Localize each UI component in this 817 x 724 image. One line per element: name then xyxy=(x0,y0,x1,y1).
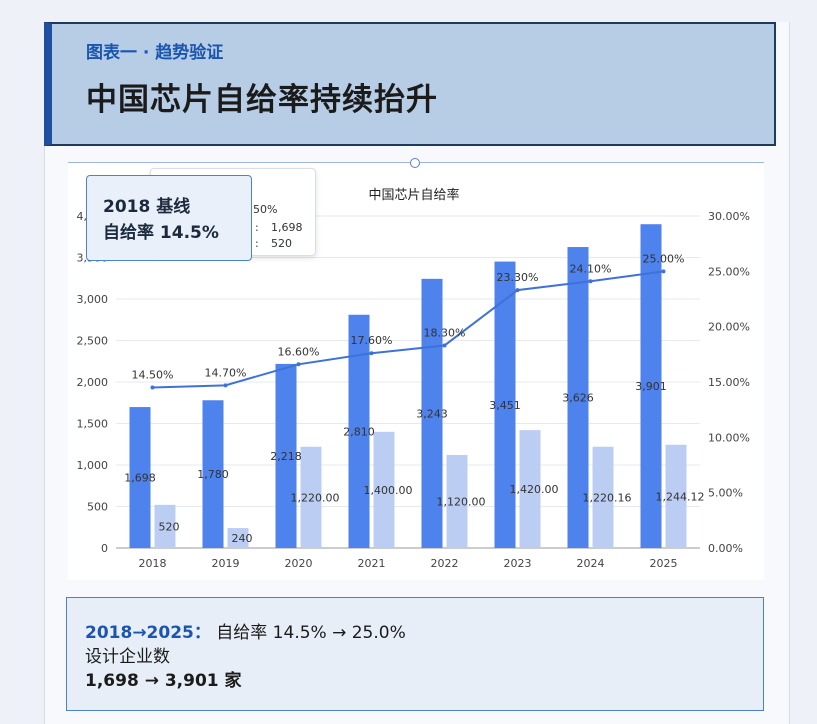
right-tick-label: 10.00% xyxy=(708,431,750,444)
bar-design-firms xyxy=(494,261,516,548)
left-tick-label: 2,000 xyxy=(77,376,109,389)
tooltip-value-2: 1,698 xyxy=(271,221,303,234)
data-label-rate: 24.10% xyxy=(570,262,612,275)
bar-secondary xyxy=(227,528,249,548)
left-tick-label: 2,500 xyxy=(77,335,109,348)
data-label-rate: 14.70% xyxy=(205,366,247,379)
bar-design-firms xyxy=(202,400,224,548)
bar-design-firms xyxy=(129,407,151,548)
right-tick-label: 5.00% xyxy=(708,487,743,500)
x-tick-label: 2021 xyxy=(358,557,386,570)
tooltip-value-1: 50% xyxy=(253,203,278,216)
figure-title: 中国芯片自给率持续抬升 xyxy=(86,82,438,118)
right-tick-label: 25.00% xyxy=(708,265,750,278)
data-label-secondary: 1,420.00 xyxy=(510,483,559,496)
right-tick-label: 30.00% xyxy=(708,210,750,223)
x-tick-label: 2025 xyxy=(650,557,678,570)
x-tick-label: 2018 xyxy=(139,557,167,570)
data-label-design-firms: 1,698 xyxy=(124,472,156,485)
bar-secondary xyxy=(446,455,468,548)
right-tick-label: 20.00% xyxy=(708,321,750,334)
bar-design-firms xyxy=(640,224,662,549)
data-label-secondary: 1,400.00 xyxy=(364,484,413,497)
x-tick-label: 2019 xyxy=(212,557,240,570)
data-label-design-firms: 2,218 xyxy=(270,450,302,463)
line-self-sufficiency-rate xyxy=(152,270,664,389)
data-label-secondary: 240 xyxy=(232,532,253,545)
data-label-secondary: 1,120.00 xyxy=(437,496,486,509)
resize-handle[interactable] xyxy=(410,158,420,168)
data-label-rate: 25.00% xyxy=(643,252,685,265)
bar-design-firms xyxy=(567,247,589,548)
summary-box: 2018→2025： 自给率 14.5% → 25.0% 设计企业数 1,698… xyxy=(66,597,764,711)
chart-svg: 中国芯片自给率05001,0001,5002,0002,5003,0003,50… xyxy=(77,187,750,570)
left-tick-label: 1,000 xyxy=(77,459,109,472)
data-label-design-firms: 1,780 xyxy=(197,468,229,481)
data-label-secondary: 520 xyxy=(159,520,180,533)
data-label-design-firms: 2,810 xyxy=(343,425,375,438)
bar-secondary xyxy=(154,504,176,548)
data-label-rate: 23.30% xyxy=(497,271,539,284)
tooltip-label-2: : xyxy=(255,221,259,234)
line-point xyxy=(369,351,374,356)
baseline-callout: 2018 基线 自给率 14.5% xyxy=(86,175,252,261)
summary-rate: 自给率 14.5% → 25.0% xyxy=(216,623,406,643)
figure-subtitle: 图表一 · 趋势验证 xyxy=(86,43,224,63)
x-tick-label: 2020 xyxy=(285,557,313,570)
left-tick-label: 0 xyxy=(101,542,108,555)
bar-secondary xyxy=(373,431,395,548)
data-label-rate: 17.60% xyxy=(351,334,393,347)
data-label-design-firms: 3,626 xyxy=(562,392,594,405)
callout-line-2: 自给率 14.5% xyxy=(103,223,219,243)
summary-count-label: 设计企业数 xyxy=(85,647,170,667)
bar-secondary xyxy=(592,446,614,548)
data-label-design-firms: 3,901 xyxy=(635,380,667,393)
data-label-secondary: 1,244.12 xyxy=(656,490,705,503)
data-label-design-firms: 3,243 xyxy=(416,407,448,420)
left-tick-label: 3,000 xyxy=(77,293,109,306)
data-label-rate: 16.60% xyxy=(278,345,320,358)
summary-count: 1,698 → 3,901 家 xyxy=(85,671,242,691)
summary-line-1: 2018→2025： 自给率 14.5% → 25.0% xyxy=(85,618,406,643)
data-label-secondary: 1,220.16 xyxy=(583,491,632,504)
line-point xyxy=(661,269,666,274)
bar-secondary xyxy=(665,444,687,548)
line-point xyxy=(515,288,520,293)
data-label-secondary: 1,220.00 xyxy=(291,491,340,504)
bar-design-firms xyxy=(348,314,370,548)
bar-design-firms xyxy=(275,363,297,548)
line-point xyxy=(442,343,447,348)
bar-secondary xyxy=(300,446,322,548)
line-point xyxy=(150,385,155,390)
tooltip-label-3: : xyxy=(255,237,259,250)
left-tick-label: 500 xyxy=(87,501,108,514)
tooltip-value-3: 520 xyxy=(271,237,292,250)
line-point xyxy=(223,383,228,388)
data-label-rate: 14.50% xyxy=(132,369,174,382)
data-label-rate: 18.30% xyxy=(424,326,466,339)
right-tick-label: 0.00% xyxy=(708,542,743,555)
callout-line-1: 2018 基线 xyxy=(103,197,191,217)
line-point xyxy=(296,362,301,367)
bar-secondary xyxy=(519,430,541,548)
line-point xyxy=(588,279,593,284)
data-label-design-firms: 3,451 xyxy=(489,399,521,412)
header-panel: 图表一 · 趋势验证 中国芯片自给率持续抬升 xyxy=(44,22,776,146)
left-tick-label: 1,500 xyxy=(77,418,109,431)
x-tick-label: 2024 xyxy=(577,557,605,570)
x-tick-label: 2023 xyxy=(504,557,532,570)
right-tick-label: 15.00% xyxy=(708,376,750,389)
chart-title: 中国芯片自给率 xyxy=(368,187,459,203)
x-tick-label: 2022 xyxy=(431,557,459,570)
summary-range: 2018→2025： xyxy=(85,623,211,643)
